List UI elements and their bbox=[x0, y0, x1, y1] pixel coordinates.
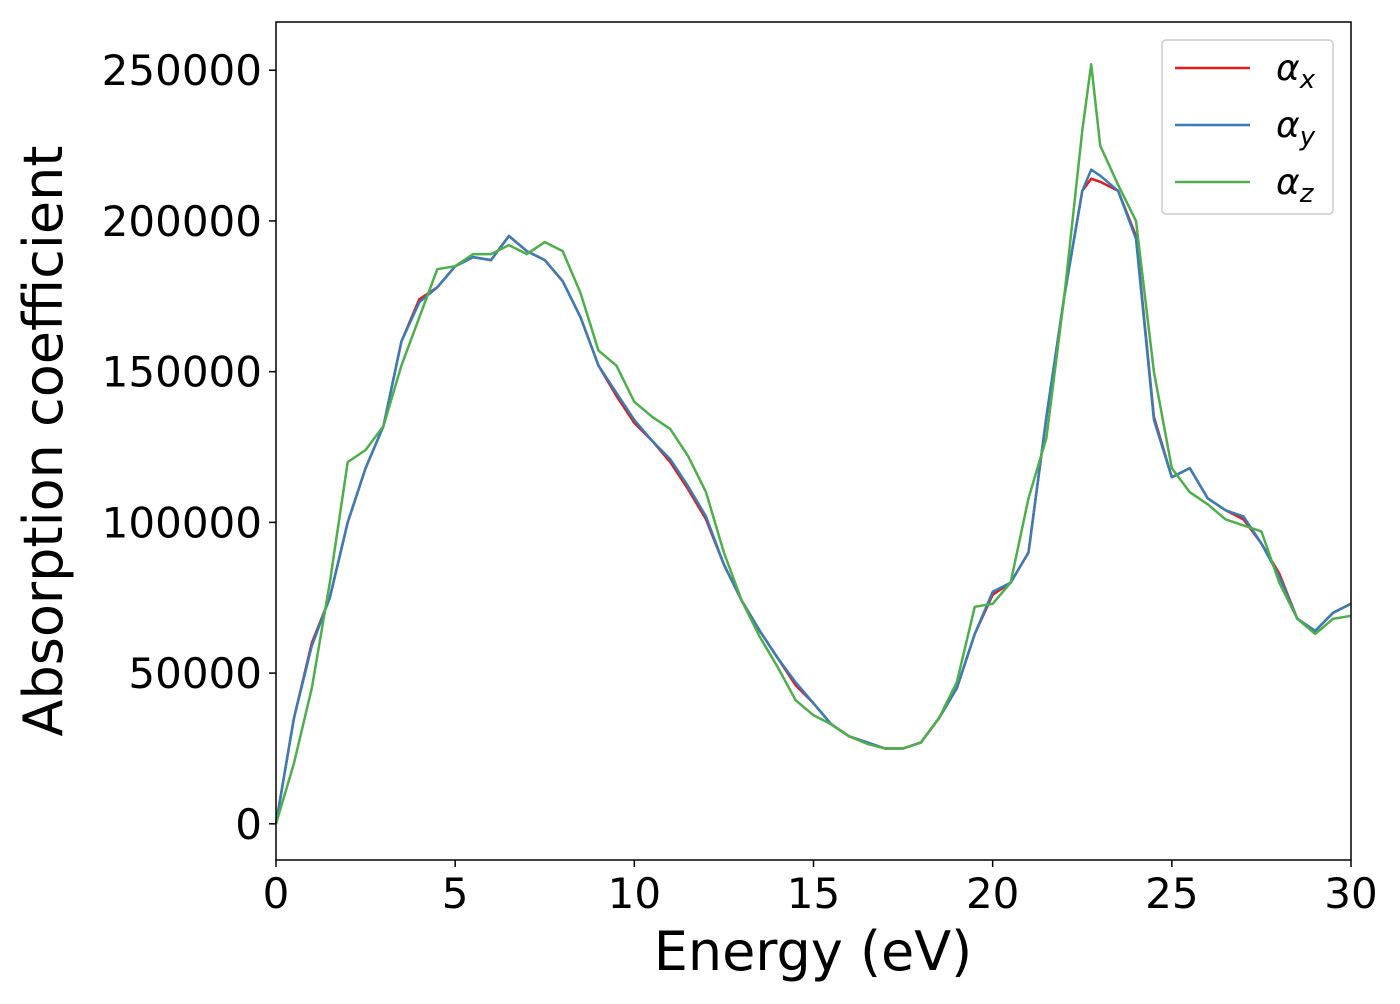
x-axis-label: Energy (eV) bbox=[654, 920, 973, 983]
y-axis-label: Absorption coefficient bbox=[12, 146, 75, 737]
x-tick-label: 25 bbox=[1145, 869, 1198, 918]
legend-label: αx bbox=[1276, 48, 1316, 95]
y-tick-label: 250000 bbox=[102, 46, 262, 95]
legend-label: αz bbox=[1276, 162, 1315, 209]
legend-box bbox=[1161, 39, 1334, 215]
legend-label: αy bbox=[1276, 105, 1316, 152]
y-tick-label: 200000 bbox=[102, 197, 262, 246]
plot-frame bbox=[275, 21, 1352, 861]
x-tick-label: 10 bbox=[608, 869, 661, 918]
x-tick-label: 30 bbox=[1324, 869, 1377, 918]
x-tick-label: 15 bbox=[787, 869, 840, 918]
y-tick-label: 150000 bbox=[102, 348, 262, 397]
y-tick-label: 0 bbox=[235, 800, 262, 849]
x-tick-label: 0 bbox=[263, 869, 290, 918]
x-tick-label: 20 bbox=[966, 869, 1019, 918]
y-tick-label: 100000 bbox=[102, 498, 262, 547]
x-tick-label: 5 bbox=[442, 869, 469, 918]
series-line bbox=[274, 62, 1352, 825]
y-tick-label: 50000 bbox=[128, 649, 262, 698]
